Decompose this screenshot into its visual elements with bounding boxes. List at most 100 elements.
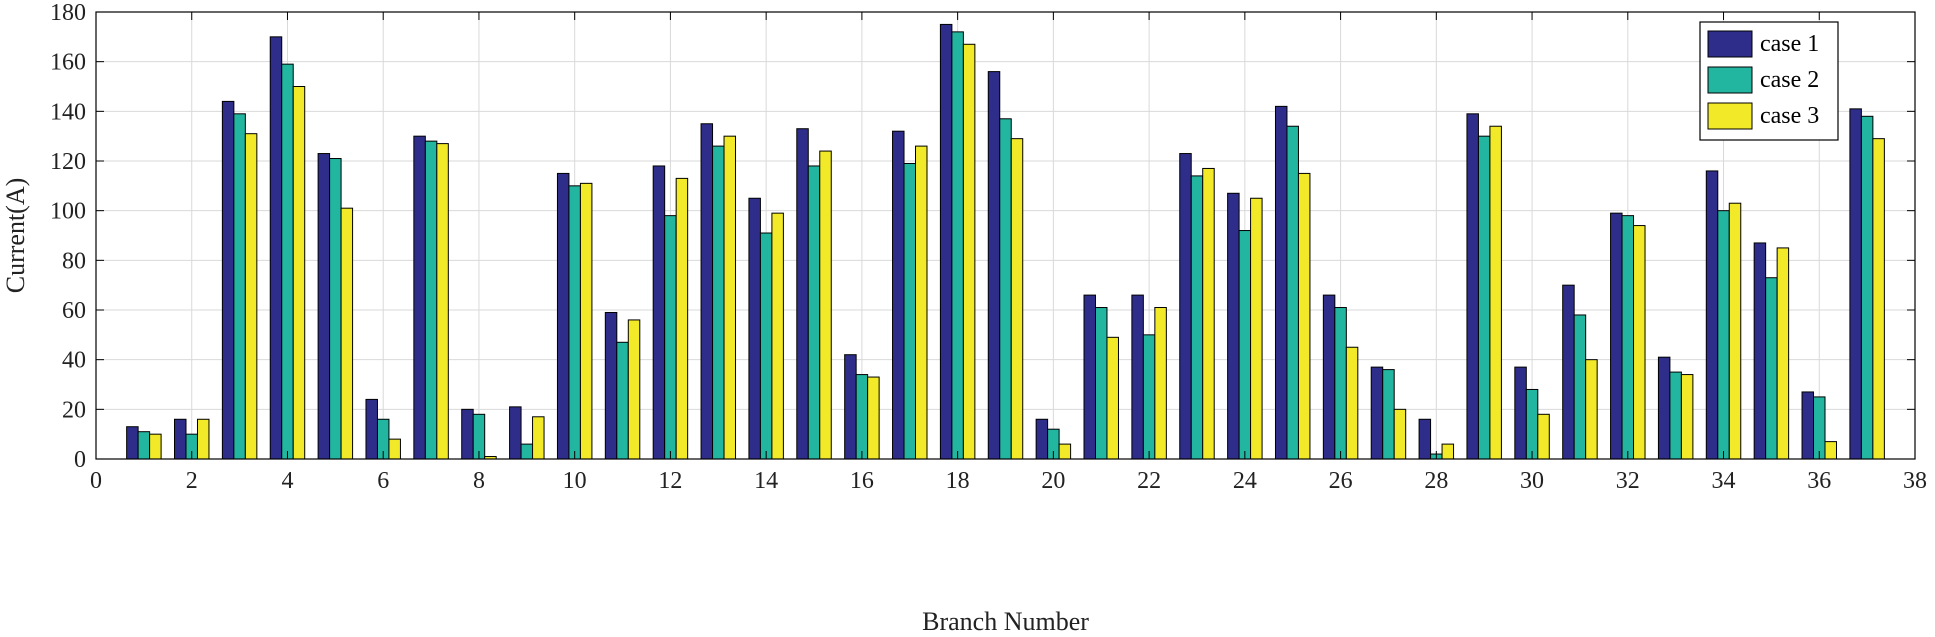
bar-case-3-branch-31	[1585, 359, 1598, 460]
bar-case-3-branch-9	[532, 416, 545, 460]
x-tick-label: 36	[1807, 468, 1831, 494]
bar-case-2-branch-11	[616, 341, 629, 460]
bar-case-2-branch-3	[233, 113, 246, 460]
bar-case-2-branch-7	[424, 140, 438, 460]
bar-case-3-branch-34	[1728, 202, 1742, 460]
bar-case-2-branch-26	[1334, 307, 1347, 460]
x-tick-label: 8	[473, 468, 485, 494]
bar-case-3-branch-2	[196, 418, 210, 460]
bar-case-1-branch-1	[126, 426, 139, 460]
y-axis-label: Current(A)	[1, 178, 30, 294]
bar-case-3-branch-13	[723, 135, 737, 460]
bar-case-1-branch-15	[796, 128, 809, 460]
bar-case-2-branch-10	[568, 185, 581, 460]
x-tick-label: 30	[1520, 468, 1544, 494]
bar-case-2-branch-5	[329, 158, 342, 460]
x-tick-label: 2	[186, 468, 198, 494]
bar-case-1-branch-27	[1370, 366, 1384, 460]
bar-case-2-branch-35	[1765, 277, 1778, 460]
bar-case-1-branch-11	[604, 311, 618, 460]
bar-case-2-branch-19	[999, 118, 1012, 460]
x-tick-label: 14	[754, 468, 778, 494]
bar-case-3-branch-16	[867, 376, 880, 460]
bar-case-2-branch-21	[1094, 307, 1108, 460]
legend-swatch	[1707, 66, 1753, 94]
y-tick-label: 160	[50, 50, 86, 76]
legend-entry: case 1	[1760, 31, 1819, 57]
bar-case-2-branch-14	[759, 232, 773, 460]
bar-case-3-branch-10	[579, 182, 593, 460]
y-axis-ticks: 0 20 40 60 80 100 120 140 160 180	[50, 0, 1915, 473]
bar-case-3-branch-1	[149, 433, 162, 460]
bar-case-1-branch-7	[413, 135, 426, 460]
bar-case-1-branch-17	[892, 130, 905, 460]
bar-case-3-branch-30	[1537, 413, 1550, 460]
x-tick-label: 26	[1329, 468, 1353, 494]
bar-case-1-branch-26	[1322, 294, 1336, 460]
bar-case-1-branch-32	[1610, 212, 1623, 460]
x-tick-label: 20	[1041, 468, 1065, 494]
bar-case-1-branch-35	[1753, 242, 1767, 460]
bar-case-1-branch-12	[652, 165, 666, 460]
bar-case-1-branch-5	[317, 153, 331, 460]
bar-case-3-branch-25	[1297, 172, 1311, 460]
y-tick-label: 40	[62, 348, 86, 374]
bar-case-3-branch-28	[1441, 443, 1455, 460]
x-tick-label: 4	[281, 468, 293, 494]
bar-case-3-branch-17	[915, 145, 928, 460]
x-tick-label: 24	[1233, 468, 1257, 494]
bar-case-2-branch-23	[1190, 175, 1204, 460]
bar-case-2-branch-16	[855, 374, 869, 460]
bar-case-1-branch-29	[1466, 113, 1479, 460]
bar-case-2-branch-37	[1860, 115, 1874, 460]
x-tick-label: 22	[1137, 468, 1161, 494]
x-tick-label: 38	[1903, 468, 1927, 494]
bar-case-3-branch-21	[1106, 336, 1119, 460]
bar-case-2-branch-9	[520, 443, 534, 460]
bar-case-2-branch-29	[1477, 135, 1491, 460]
bar-case-2-branch-1	[137, 431, 151, 460]
bar-case-2-branch-24	[1238, 230, 1252, 460]
bar-case-3-branch-33	[1680, 374, 1694, 460]
y-tick-label: 80	[62, 248, 86, 274]
legend-swatch	[1707, 30, 1753, 58]
bar-case-3-branch-37	[1872, 138, 1885, 460]
bar-case-2-branch-30	[1525, 388, 1539, 460]
bar-case-2-branch-31	[1573, 314, 1587, 460]
bar-case-3-branch-23	[1202, 167, 1215, 460]
bar-case-1-branch-14	[748, 197, 761, 460]
y-tick-label: 100	[50, 199, 86, 225]
bar-case-1-branch-22	[1131, 294, 1144, 460]
bar-case-3-branch-15	[819, 150, 832, 460]
bar-case-3-branch-35	[1776, 247, 1790, 460]
bar-case-2-branch-4	[281, 63, 294, 460]
bar-case-1-branch-2	[174, 418, 187, 460]
bar-case-1-branch-30	[1514, 366, 1527, 460]
y-tick-label: 0	[74, 447, 86, 473]
bar-case-3-branch-14	[771, 212, 784, 460]
x-tick-label: 0	[90, 468, 102, 494]
y-tick-label: 120	[50, 149, 86, 175]
bar-case-2-branch-15	[807, 165, 821, 460]
legend: case 1 case 2 case 3	[1699, 21, 1839, 141]
x-tick-label: 6	[377, 468, 389, 494]
bar-case-1-branch-8	[461, 408, 474, 460]
bar-case-2-branch-17	[903, 162, 917, 460]
bar-case-3-branch-6	[388, 438, 401, 460]
bar-case-1-branch-21	[1083, 294, 1096, 460]
y-tick-label: 60	[62, 298, 86, 324]
bar-case-3-branch-27	[1393, 408, 1407, 460]
bar-case-1-branch-9	[509, 406, 522, 460]
bar-case-3-branch-18	[962, 43, 976, 460]
bar-case-3-branch-11	[627, 319, 641, 460]
bars	[126, 23, 1885, 460]
bar-case-3-branch-19	[1010, 138, 1024, 460]
bar-case-3-branch-20	[1058, 443, 1072, 460]
bar-case-1-branch-34	[1705, 170, 1719, 460]
bar-case-1-branch-4	[269, 36, 283, 460]
x-tick-label: 10	[563, 468, 587, 494]
bar-case-2-branch-25	[1286, 125, 1299, 460]
bar-case-1-branch-20	[1035, 418, 1049, 460]
bar-case-1-branch-37	[1849, 108, 1862, 460]
